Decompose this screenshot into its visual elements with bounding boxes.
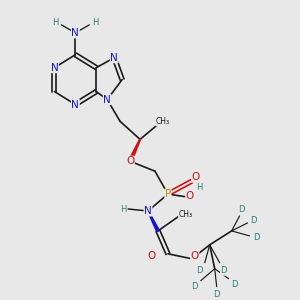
Text: H: H	[196, 183, 203, 192]
Text: H: H	[120, 205, 126, 214]
Text: CH₃: CH₃	[156, 117, 170, 126]
Text: D: D	[196, 266, 203, 275]
Text: O: O	[148, 251, 156, 261]
Text: D: D	[238, 205, 245, 214]
Text: O: O	[191, 251, 199, 261]
Text: D: D	[213, 290, 220, 299]
Text: N: N	[103, 94, 111, 104]
Text: D: D	[231, 280, 238, 289]
Text: N: N	[110, 53, 118, 63]
Text: N: N	[71, 100, 79, 110]
Text: D: D	[220, 266, 227, 275]
Polygon shape	[128, 139, 140, 162]
Text: N: N	[51, 63, 58, 73]
Text: O: O	[186, 191, 194, 201]
Text: D: D	[253, 233, 260, 242]
Text: P: P	[165, 189, 171, 199]
Text: D: D	[250, 216, 257, 225]
Text: H: H	[92, 18, 98, 27]
Text: H: H	[52, 18, 58, 27]
Text: O: O	[192, 172, 200, 182]
Text: O: O	[126, 156, 134, 166]
Polygon shape	[148, 211, 159, 232]
Text: N: N	[71, 28, 79, 38]
Text: N: N	[144, 206, 152, 216]
Text: CH₃: CH₃	[179, 211, 193, 220]
Text: D: D	[191, 282, 198, 291]
